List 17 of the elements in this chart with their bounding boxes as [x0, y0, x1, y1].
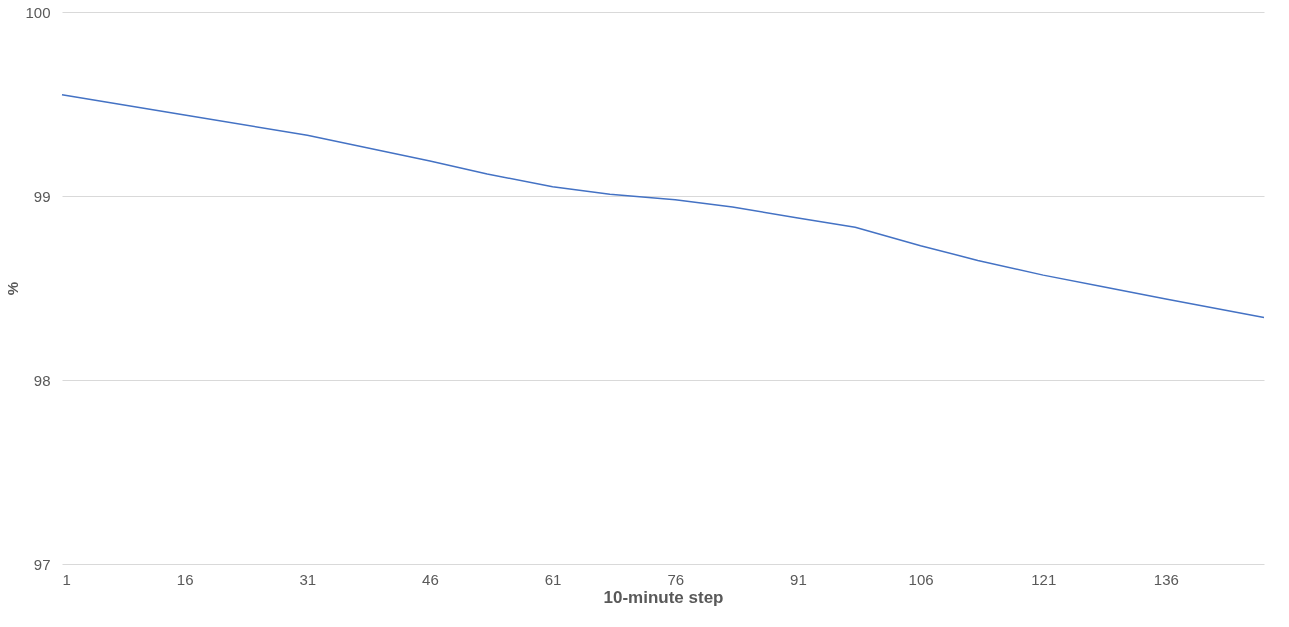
- y-tick-label: 97: [33, 555, 51, 573]
- x-tick-label: 31: [299, 570, 317, 588]
- x-tick-label: 46: [422, 570, 439, 588]
- x-tick-label: 61: [544, 570, 562, 588]
- line-series: [61, 94, 1265, 319]
- x-tick-label: 106: [908, 570, 934, 588]
- x-tick-label: 76: [667, 570, 685, 588]
- y-axis-title: %: [4, 281, 22, 296]
- y-tick-label: 99: [33, 187, 51, 205]
- y-tick-label: 98: [33, 371, 51, 389]
- x-axis-title: 10-minute step: [603, 587, 724, 607]
- x-tick-label: 121: [1031, 570, 1057, 588]
- y-tick-label: 100: [25, 3, 51, 21]
- x-tick-label: 91: [790, 570, 807, 588]
- x-tick-label: 1: [62, 570, 71, 588]
- x-tick-label: 16: [176, 570, 194, 588]
- x-tick-label: 136: [1153, 570, 1179, 588]
